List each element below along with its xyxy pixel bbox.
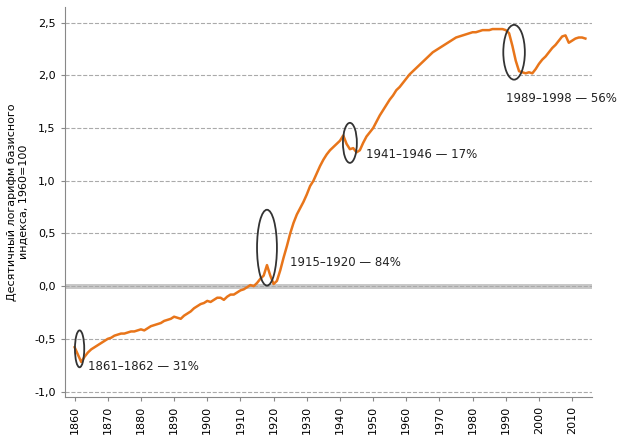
Bar	[65, 284, 592, 289]
Text: 1941–1946 — 17%: 1941–1946 — 17%	[367, 148, 478, 161]
Text: 1861–1862 — 31%: 1861–1862 — 31%	[88, 360, 198, 373]
Text: 1989–1998 — 56%: 1989–1998 — 56%	[506, 92, 617, 105]
Text: 1915–1920 — 84%: 1915–1920 — 84%	[290, 257, 401, 269]
Y-axis label: Десятичный логарифм базисного
индекса, 1960=100: Десятичный логарифм базисного индекса, 1…	[7, 103, 28, 301]
